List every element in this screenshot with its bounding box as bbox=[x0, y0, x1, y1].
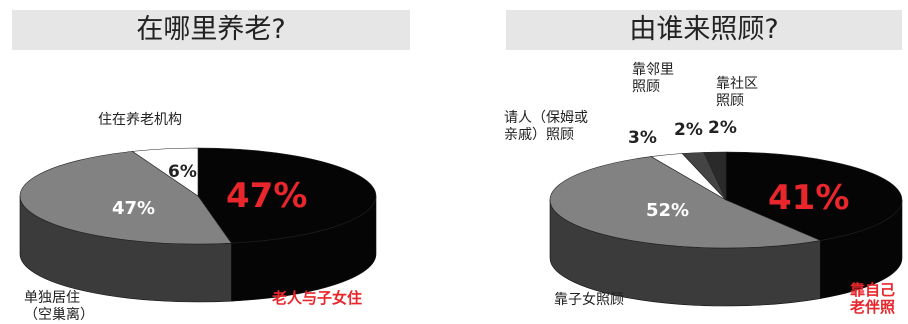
pie-slice-0 bbox=[197, 147, 377, 244]
label-neighbor: 靠邻里 照顾 bbox=[632, 62, 674, 95]
pie-chart-location bbox=[19, 147, 377, 303]
pie-panel-caregiver: 由谁来照顾? 靠邻里 照顾 靠社区 照顾 请人（保姆或 亲戚）照顾 3% 2% … bbox=[454, 0, 908, 324]
label-institution: 住在养老机构 bbox=[98, 112, 182, 128]
pct-neighbor: 2% bbox=[674, 120, 703, 140]
label-self: 靠自己 老伴照 bbox=[850, 281, 896, 316]
pct-with-children: 47% bbox=[226, 176, 308, 216]
chart-title: 由谁来照顾? bbox=[506, 10, 902, 50]
pct-community: 2% bbox=[708, 118, 737, 138]
pie-slice-4 bbox=[703, 151, 727, 201]
label-hired: 请人（保姆或 亲戚）照顾 bbox=[504, 110, 588, 143]
label-community: 靠社区 照顾 bbox=[716, 76, 758, 109]
pie-slice-0 bbox=[725, 151, 903, 241]
pie-chart-caregiver bbox=[549, 151, 903, 307]
label-with-children: 老人与子女住 bbox=[272, 289, 363, 307]
pct-self: 41% bbox=[768, 178, 850, 218]
pct-children: 52% bbox=[646, 200, 690, 221]
pie-slice-1 bbox=[549, 156, 822, 249]
pie-slice-1 bbox=[19, 151, 232, 245]
chart-title: 在哪里养老? bbox=[12, 10, 410, 50]
pct-institution: 6% bbox=[168, 162, 197, 182]
pie-slice-2 bbox=[131, 147, 199, 197]
pct-hired: 3% bbox=[628, 128, 657, 148]
label-alone: 单独居住 （空巢离） bbox=[24, 290, 94, 323]
pct-alone: 47% bbox=[112, 198, 156, 219]
pie-panel-location: 在哪里养老? 住在养老机构 6% 47% 47% 单独居住 （空巢离） 老人与子… bbox=[12, 10, 410, 323]
label-children: 靠子女照顾 bbox=[554, 292, 624, 308]
